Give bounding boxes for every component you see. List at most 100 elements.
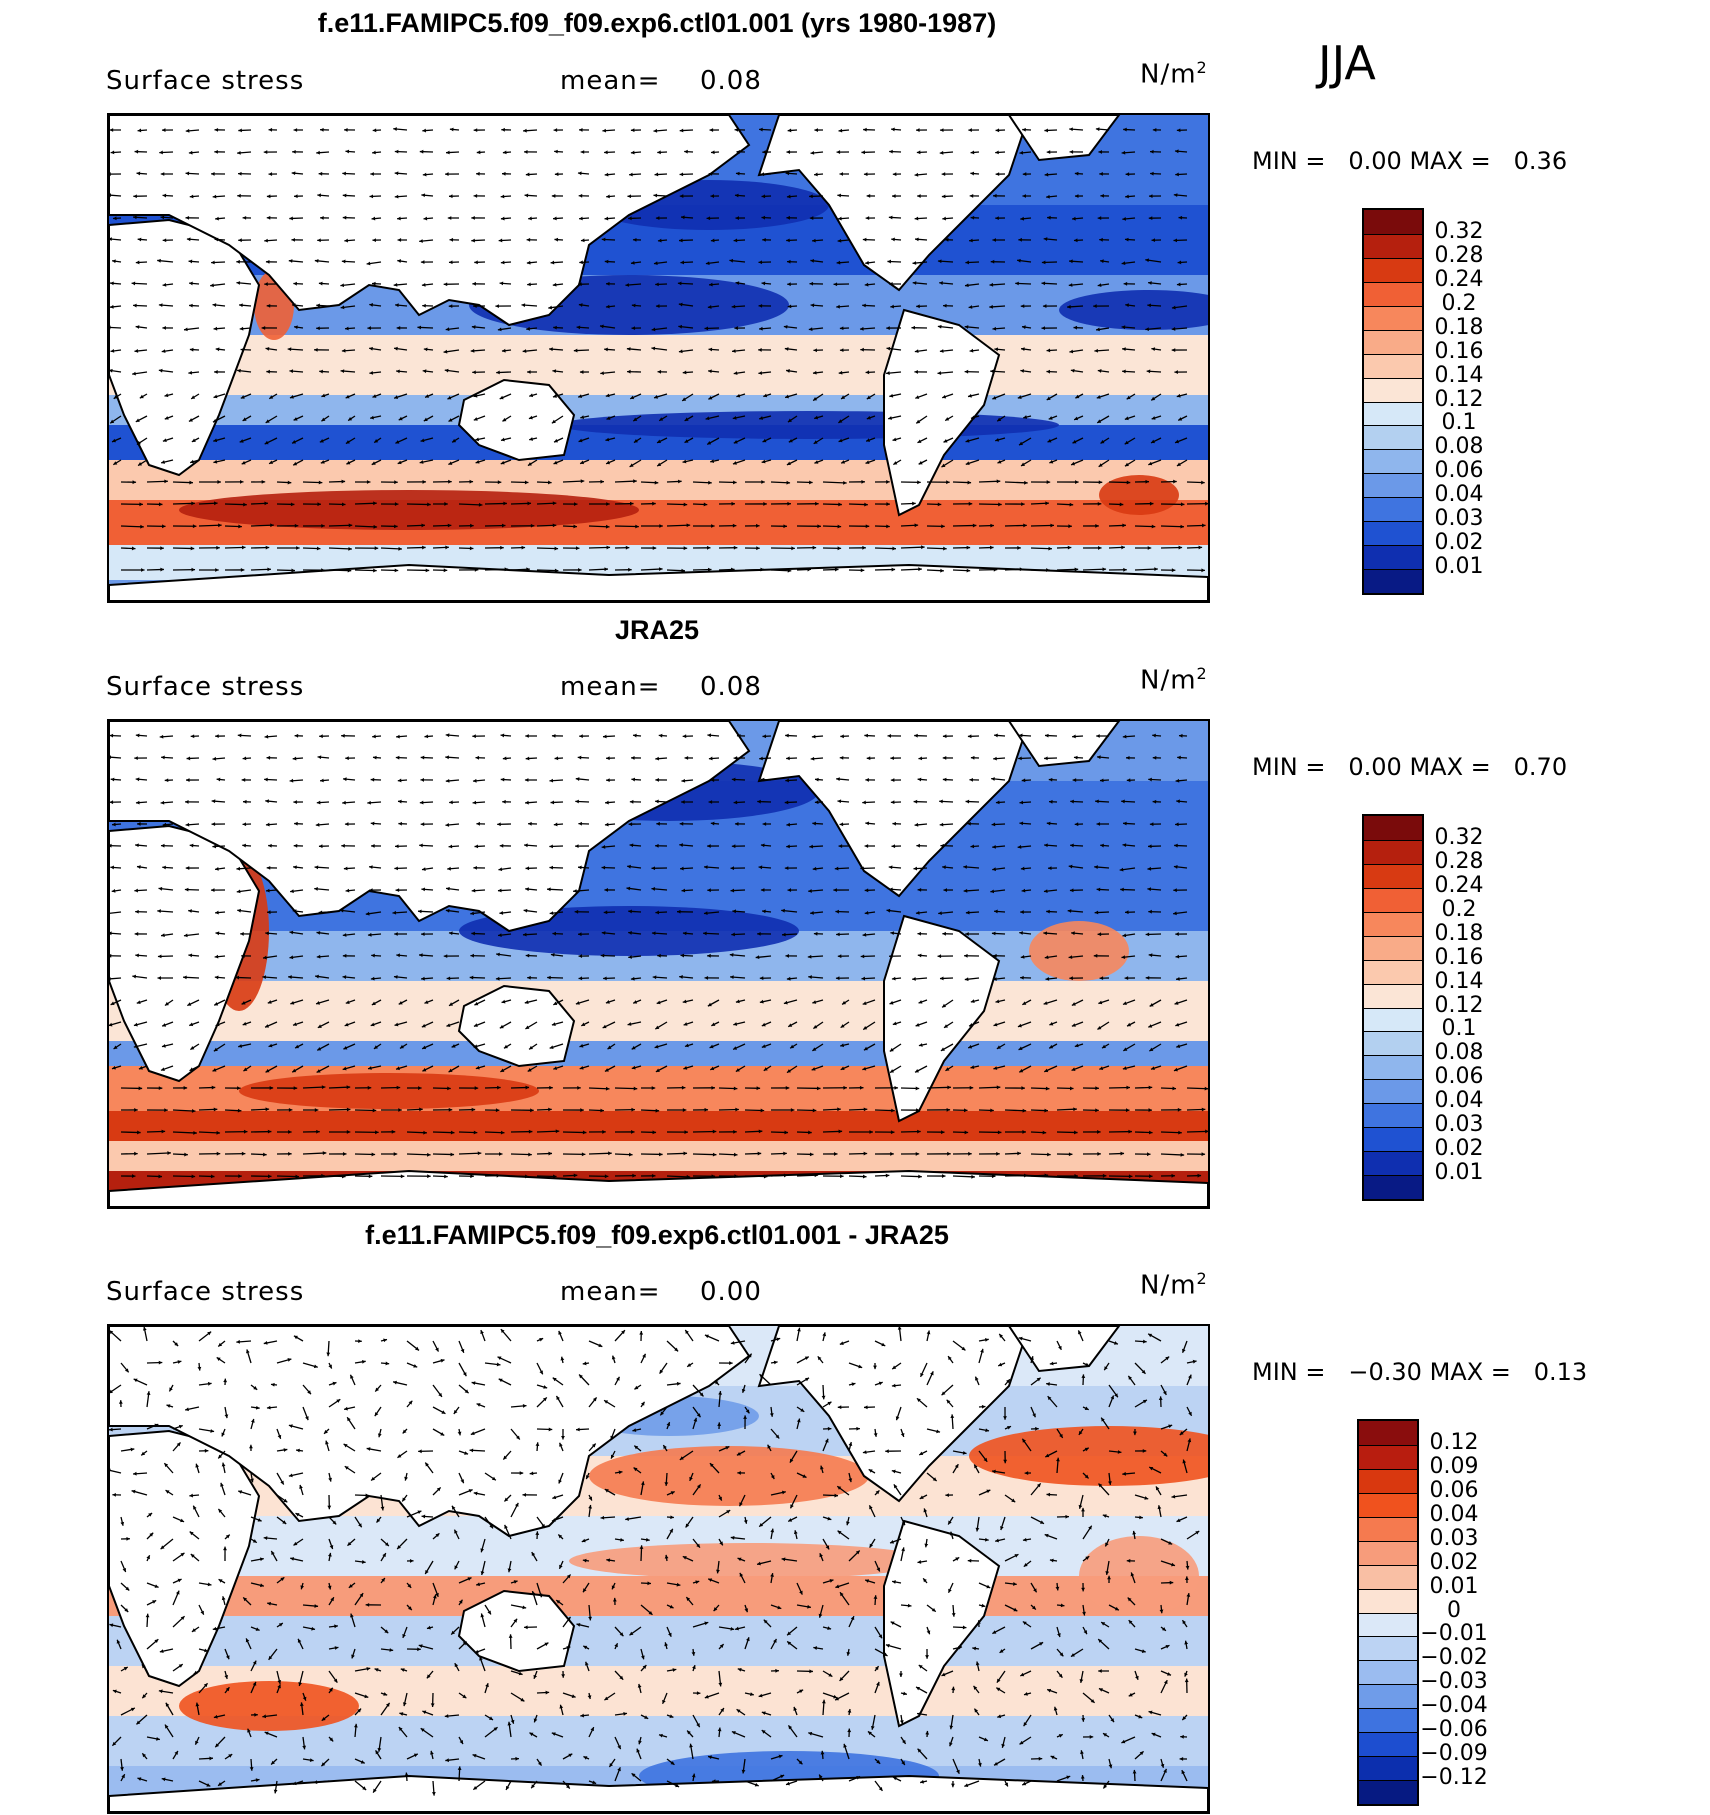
stress-vector-head [441,1410,446,1414]
stress-vector-head [407,1583,412,1588]
stress-vector-head [946,1107,951,1112]
stress-vector-head [967,734,972,739]
stress-vector-head [602,734,607,739]
stress-vector-head [761,194,766,199]
stress-vector-head [1046,480,1051,484]
stress-vector-head [965,932,969,936]
stress-vector-head [965,910,970,915]
stress-vector-head [786,822,791,827]
stress-vector-head [289,216,293,221]
stress-vector-head [656,1000,661,1005]
stress-vector-head [131,1489,136,1494]
stress-vector-head [472,370,476,375]
stress-vector-head [133,1471,137,1476]
stress-vector-head [789,1458,794,1463]
stress-vector-head [1192,1359,1197,1364]
stress-vector-head [784,866,789,871]
stress-vector-head [125,1586,130,1591]
stress-vector-head [733,480,737,485]
stress-vector-head [501,523,506,528]
stress-vector-head [1149,501,1154,506]
stress-vector-head [418,1644,423,1648]
stress-vector-head [475,755,480,760]
stress-vector-head [561,1435,565,1440]
stress-vector-head [1148,844,1152,849]
stress-vector-head [420,755,425,760]
stress-vector-head [1020,910,1024,914]
stress-vector-head [365,911,370,916]
stress-vector-head [708,1578,713,1582]
stress-vector-head [1021,1086,1025,1091]
colorbar-box [1364,449,1422,474]
stress-vector-head [1148,953,1153,958]
stress-vector-head [703,931,707,936]
stress-vector-head [627,194,632,199]
stress-vector [978,1086,1001,1089]
stress-vector-head [1162,1390,1167,1395]
stress-vector-head [255,1405,260,1410]
stress-vector-head [451,1044,456,1048]
stress-vector-head [1151,347,1156,352]
stress-vector-head [1149,1002,1154,1007]
stress-vector-head [1097,755,1101,760]
stress-vector-head [865,524,870,529]
stress-vector-head [158,1086,163,1091]
stress-vector-head [236,259,240,264]
stress-vector-head [265,545,270,550]
stress-vector-head [918,1174,922,1179]
stress-vector-head [846,1521,850,1526]
stress-vector-head [185,866,190,870]
stress-vector-head [696,1413,701,1418]
stress-vector-head [446,150,450,155]
stress-vector-head [842,1000,847,1005]
stress-vector-head [350,1613,354,1618]
stress-vector-head [398,416,403,421]
stress-vector-head [351,1654,355,1659]
stress-vector-head [856,1426,860,1431]
stress-vector-head [552,1495,557,1500]
stress-vector-head [875,1490,880,1495]
stress-vector-head [1195,1531,1200,1535]
stress-vector-head [237,908,241,913]
stress-vector-head [917,480,921,485]
stress-vector-head [619,1632,624,1637]
stress-vector-head [1072,216,1076,221]
stress-vector-head [655,282,659,287]
stress-vector [1004,1174,1028,1177]
panel-3-title: f.e11.FAMIPC5.f09_f09.exp6.ctl01.001 - J… [365,1220,949,1250]
stress-vector-head [1078,1330,1082,1335]
stress-vector-head [110,349,115,353]
stress-vector-head [1102,1514,1107,1518]
stress-vector-head [160,1545,165,1550]
stress-vector-head [1036,1483,1041,1488]
stress-vector-head [588,1504,593,1509]
stress-vector-head [681,215,685,220]
stress-vector-head [1126,778,1131,783]
stress-vector-head [266,1405,271,1410]
stress-vector-head [579,1374,583,1379]
stress-vector-head [868,1469,873,1473]
stress-vector-head [528,1152,532,1157]
stress-vector-head [657,369,662,374]
stress-vector-head [1163,1452,1168,1457]
stress-vector-head [1044,955,1049,960]
stress-vector-head [1022,1537,1027,1542]
stress-vector-head [654,395,658,399]
stress-vector-head [1171,568,1176,573]
stress-vector-head [160,1067,165,1071]
stress-vector-head [318,171,323,176]
stress-vector-head [775,1434,780,1439]
stress-vector-head [696,1484,701,1489]
stress-vector-head [731,777,736,782]
stress-vector-head [185,822,190,827]
stress-vector-head [651,1173,656,1178]
stress-vector-head [1075,480,1079,484]
stress-band [109,1141,1208,1171]
stress-vector-head [886,524,890,529]
stress-vector [198,524,222,527]
stress-vector-head [790,1504,794,1509]
stress-vector-head [812,1000,817,1004]
stress-vector-head [218,523,222,528]
stress-vector-head [1046,821,1051,826]
stress-vector-head [503,1455,508,1460]
